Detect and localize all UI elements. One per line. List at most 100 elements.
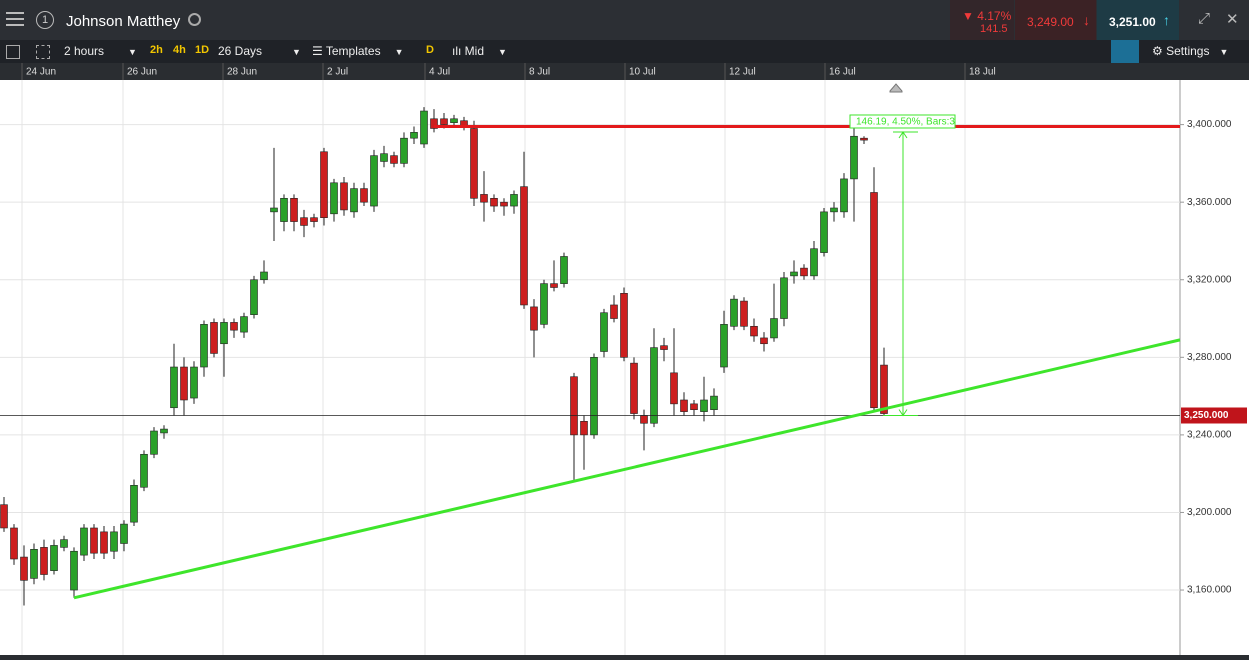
x-tick-label: 26 Jun xyxy=(127,67,157,78)
candle-body xyxy=(470,128,478,199)
candle-body xyxy=(150,430,158,455)
candle-body xyxy=(860,137,868,141)
candle-body xyxy=(0,504,8,529)
x-tick-label: 18 Jul xyxy=(969,67,996,78)
candle-body xyxy=(190,366,198,399)
candle-body xyxy=(10,527,18,560)
settings-button[interactable]: ⚙ Settings ▼ xyxy=(1152,44,1229,58)
candle-body xyxy=(360,188,368,203)
price-type: Mid xyxy=(464,44,485,58)
price-type-select[interactable]: ılı Mid ▼ xyxy=(452,44,507,58)
candle-body xyxy=(340,182,348,211)
expand-button[interactable]: ⤢ xyxy=(1198,10,1211,27)
candle-body xyxy=(500,201,508,207)
candle-body xyxy=(430,118,438,129)
candle-body xyxy=(40,547,48,575)
draw-tool-active[interactable] xyxy=(1111,40,1139,63)
marker-icon[interactable] xyxy=(889,83,903,93)
candle-body xyxy=(310,217,318,222)
quick-1d[interactable]: 1D xyxy=(195,44,210,56)
change-box: ▼ 4.17% 141.5 xyxy=(950,0,1014,40)
bottom-border xyxy=(0,655,1249,660)
buy-button[interactable]: 3,251.00 ↑ xyxy=(1097,0,1179,40)
candle-body xyxy=(780,277,788,319)
x-tick-label: 24 Jun xyxy=(26,67,56,78)
candle-body xyxy=(620,293,628,358)
candle-body xyxy=(370,155,378,207)
candle-body xyxy=(520,186,528,306)
candle-body xyxy=(670,372,678,405)
templates: Templates xyxy=(325,44,381,58)
candle-body xyxy=(740,300,748,327)
candle-body xyxy=(350,188,358,213)
candle-body xyxy=(560,256,568,284)
candle-body xyxy=(840,178,848,213)
measure-label: 146.19, 4.50%, Bars:3 xyxy=(856,117,955,128)
candle-body xyxy=(90,527,98,554)
last-price-label: 3,250.000 xyxy=(1184,410,1229,421)
sell-price: 3,249.00 xyxy=(1027,15,1074,29)
candle-body xyxy=(100,531,108,554)
measure-arrow xyxy=(898,409,908,417)
price-axis-band xyxy=(1180,80,1249,660)
range-select[interactable]: 26 Days ▼ xyxy=(218,44,301,58)
y-tick-label: 3,360.000 xyxy=(1187,197,1232,208)
trend-line xyxy=(73,338,1181,600)
candle-body xyxy=(850,135,858,180)
candle-body xyxy=(20,556,28,581)
y-tick-label: 3,320.000 xyxy=(1187,274,1232,285)
candle-body xyxy=(390,155,398,164)
candle-body xyxy=(160,428,168,434)
tab-number[interactable]: 1 xyxy=(36,11,54,29)
candle-body xyxy=(680,399,688,412)
candle-body xyxy=(790,271,798,277)
candle-body xyxy=(140,453,148,488)
layout-toggle[interactable] xyxy=(36,45,50,59)
candle-body xyxy=(630,362,638,414)
menu-button[interactable] xyxy=(6,12,24,26)
candle-body xyxy=(230,322,238,331)
candle-body xyxy=(120,523,128,544)
last-price-box xyxy=(1181,407,1247,424)
candle-body xyxy=(400,137,408,164)
candle-body xyxy=(550,283,558,288)
candle-body xyxy=(210,322,218,354)
candle-body xyxy=(280,197,288,222)
interval-select[interactable]: 2 hours ▼ xyxy=(64,44,137,58)
y-tick-label: 3,160.000 xyxy=(1187,585,1232,596)
candle-body xyxy=(410,132,418,139)
candle-body xyxy=(770,318,778,339)
y-tick-label: 3,200.000 xyxy=(1187,507,1232,518)
candle-body xyxy=(250,279,258,315)
templates-select[interactable]: ☰ Templates ▼ xyxy=(312,44,404,58)
candle-body xyxy=(270,207,278,213)
candle-body xyxy=(540,283,548,325)
y-tick-label: 3,400.000 xyxy=(1187,119,1232,130)
panel-toggle[interactable] xyxy=(6,45,20,59)
quick-4h[interactable]: 4h xyxy=(173,44,186,56)
candle-body xyxy=(830,207,838,213)
quick-2h[interactable]: 2h xyxy=(150,44,163,56)
y-tick-label: 3,280.000 xyxy=(1187,352,1232,363)
close-button[interactable]: ✕ xyxy=(1226,11,1239,28)
candle-body xyxy=(570,376,578,436)
candle-body xyxy=(440,118,448,125)
candle-body xyxy=(730,298,738,327)
candle-body xyxy=(50,545,58,571)
candle-body xyxy=(590,357,598,436)
candle-body xyxy=(750,325,758,337)
candle-body xyxy=(760,337,768,345)
x-tick-label: 12 Jul xyxy=(729,67,756,78)
candle-body xyxy=(510,194,518,207)
candle-body xyxy=(640,415,648,424)
sell-button[interactable]: 3,249.00 ↓ xyxy=(1015,0,1096,40)
search-icon[interactable] xyxy=(188,13,201,26)
candle-body xyxy=(700,399,708,412)
candle-body xyxy=(260,271,268,281)
candle-body xyxy=(580,421,588,436)
candle-body xyxy=(870,192,878,409)
d-button[interactable]: D xyxy=(426,44,434,56)
candle-body xyxy=(380,153,388,162)
candle-body xyxy=(220,322,228,345)
